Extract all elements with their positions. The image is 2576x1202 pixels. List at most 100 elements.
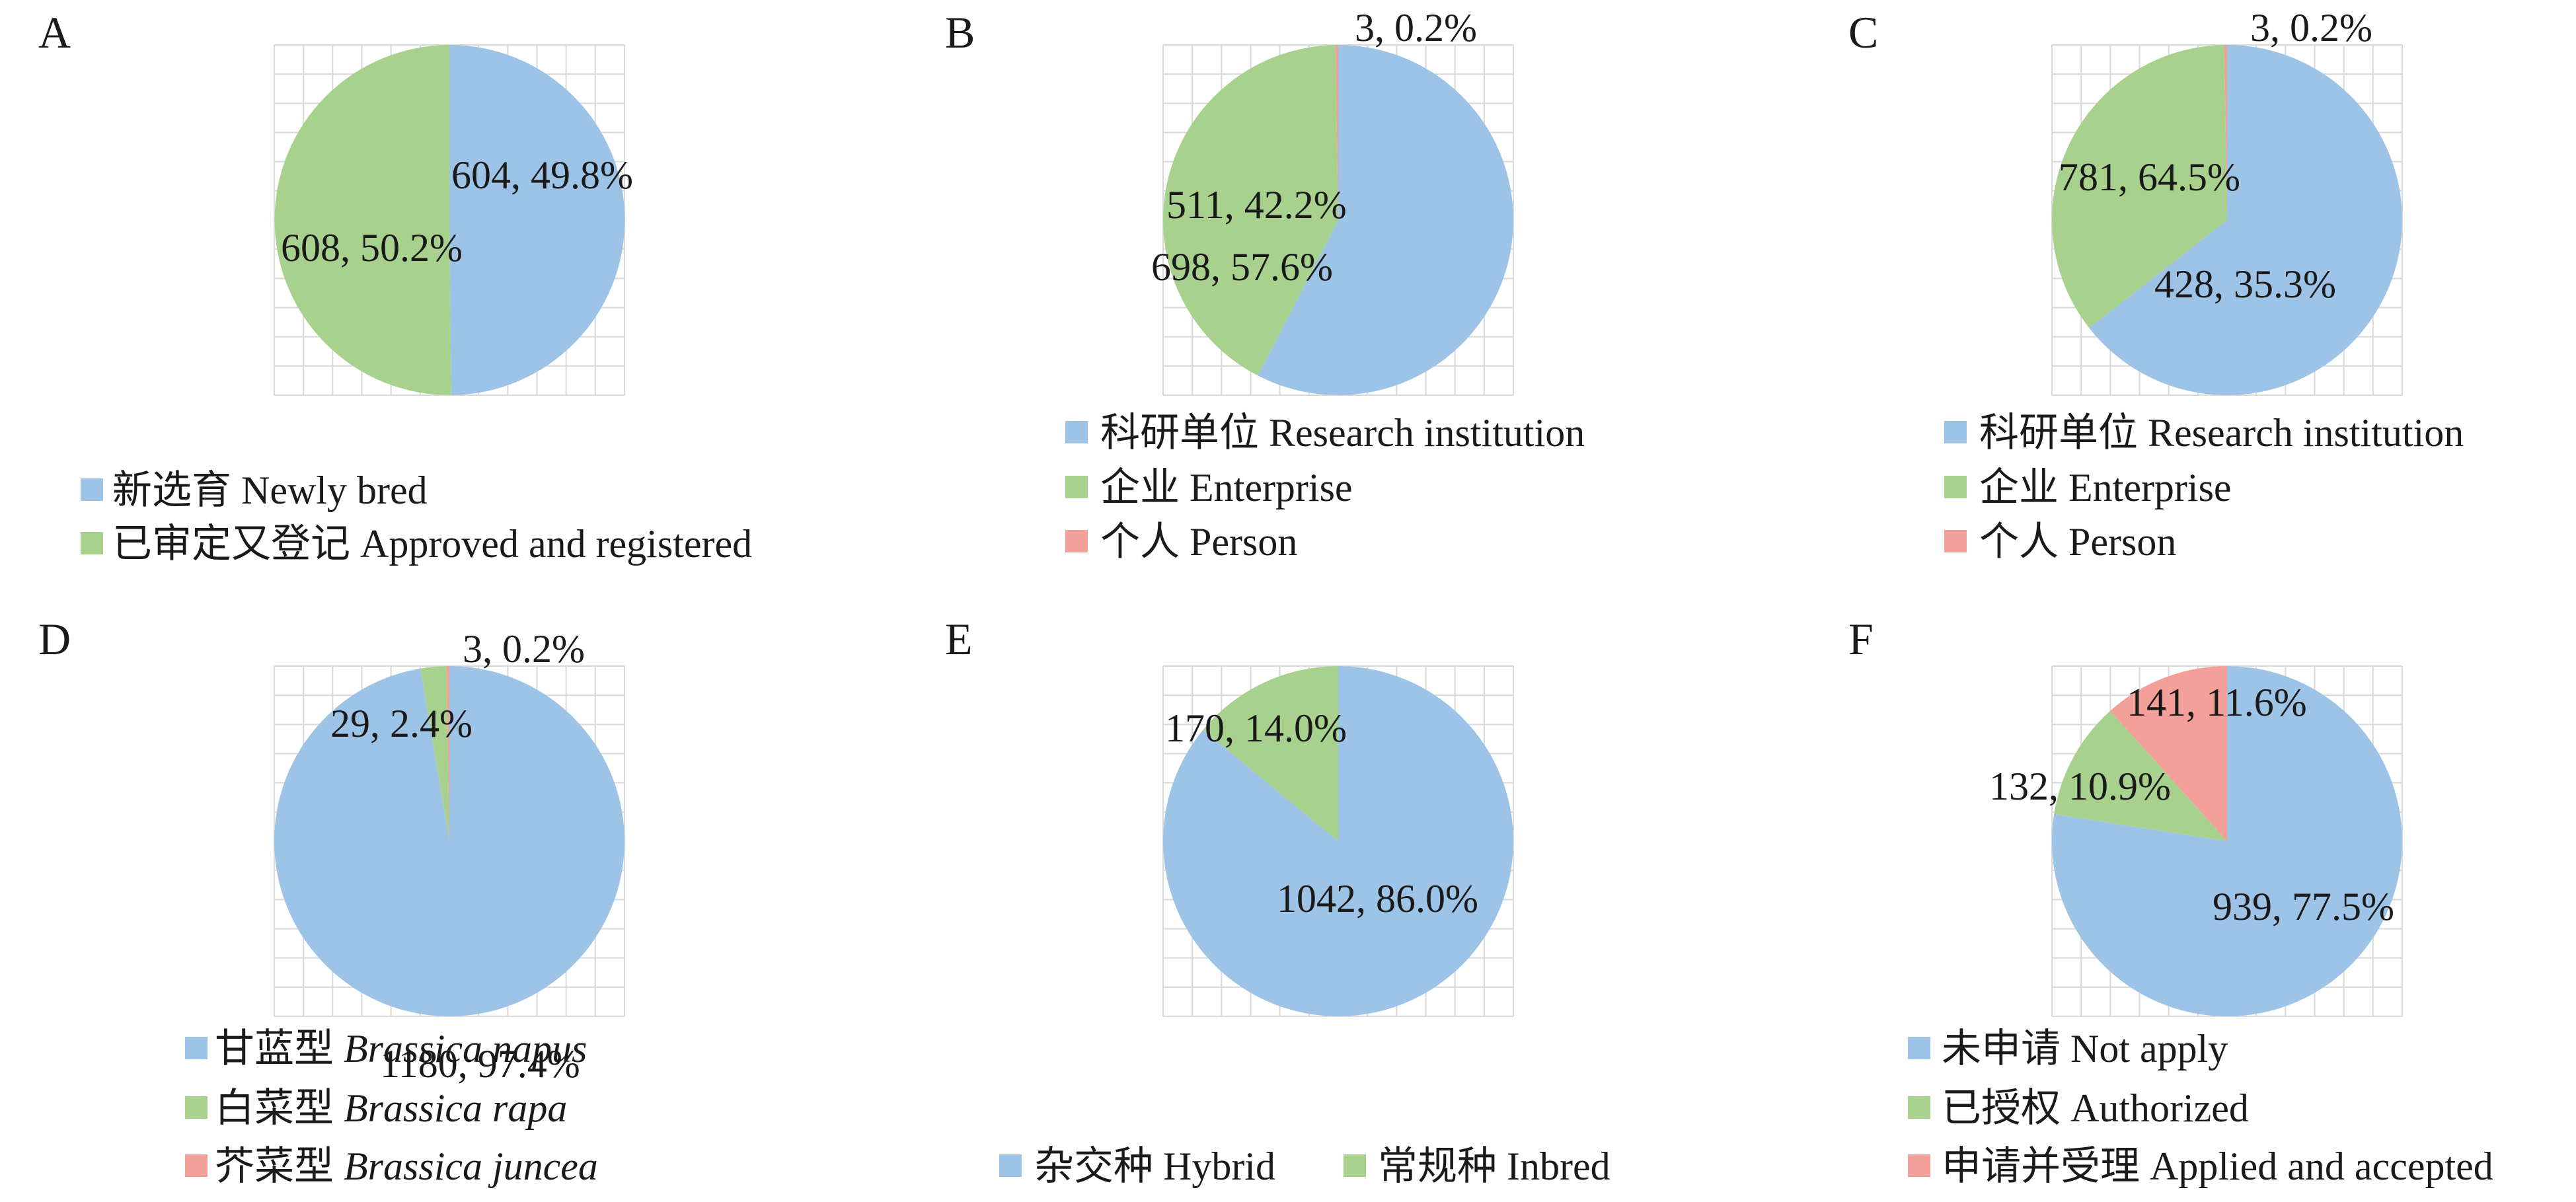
- legend-label: 个人 Person: [1979, 520, 2176, 564]
- legend-label-part: 常规种 Inbred: [1378, 1145, 1610, 1188]
- pie-slice: [2051, 45, 2227, 328]
- legend: 未申请 Not apply 已授权 Authorized 申请并受理 Applied…: [1908, 1027, 2493, 1188]
- pie-slice: [2054, 710, 2227, 841]
- data-label: 1180, 97.4%: [380, 1042, 580, 1086]
- panel-letter: E: [945, 614, 973, 664]
- legend-label: 已审定又登记 Approved and registered: [112, 522, 752, 566]
- legend-swatch: [1344, 1154, 1366, 1177]
- legend-swatch: [1065, 421, 1088, 443]
- pie-slice: [2224, 44, 2227, 220]
- legend-swatch: [185, 1096, 208, 1119]
- data-label: 29, 2.4%: [330, 702, 473, 745]
- pie-panel-d: D 1180, 97.4% 29, 2.4% 3, 0.2% 甘蓝型 Brassica …: [38, 614, 625, 1188]
- legend-label: 新选育 Newly bred: [112, 469, 428, 512]
- pie-slice: [1203, 666, 1338, 841]
- data-label: 170, 14.0%: [1165, 706, 1347, 750]
- legend-swatch: [1944, 476, 1967, 498]
- legend-label-part: 个人 Person: [1100, 520, 1297, 564]
- legend-label-part: 未申请 Not apply: [1942, 1027, 2228, 1071]
- legend-label: 企业 Enterprise: [1100, 466, 1353, 509]
- legend-label: 常规种 Inbred: [1378, 1145, 1610, 1188]
- legend-label-part: 已授权 Authorized: [1942, 1086, 2249, 1130]
- legend-swatch: [999, 1154, 1022, 1177]
- data-label: 608, 50.2%: [281, 226, 463, 270]
- legend-swatch: [1908, 1096, 1930, 1119]
- data-label: 3, 0.2%: [463, 627, 585, 671]
- legend-label-part: 甘蓝型: [215, 1027, 344, 1071]
- data-label: 428, 35.3%: [2154, 262, 2336, 306]
- legend-label: 芥菜型 Brassica juncea: [215, 1145, 598, 1188]
- legend-label: 企业 Enterprise: [1979, 466, 2232, 509]
- data-label: 3, 0.2%: [2250, 6, 2372, 50]
- pie-slice: [420, 666, 449, 841]
- pie-slice: [2052, 666, 2403, 1017]
- legend-swatch: [1065, 530, 1088, 552]
- legend-label-part: 新选育 Newly bred: [112, 469, 428, 512]
- legend-swatch: [1944, 530, 1967, 552]
- legend-label-part: 白菜型: [215, 1086, 344, 1130]
- pie-panel-e: E 1042, 86.0% 170, 14.0% 杂交种 Hybrid 常规种 Inbr…: [945, 614, 1610, 1188]
- pie-slice: [446, 665, 449, 841]
- legend-label-part: Brassica rapa: [344, 1086, 567, 1130]
- legend-label: 个人 Person: [1100, 520, 1297, 564]
- pie-slice: [449, 44, 625, 395]
- panel-letter: A: [38, 7, 71, 57]
- data-label: 511, 42.2%: [1166, 183, 1347, 227]
- legend: 杂交种 Hybrid 常规种 Inbred: [999, 1145, 1610, 1188]
- pie-panel-b: B 698, 57.6% 511, 42.2% 3, 0.2% 科研单位 Researc…: [945, 6, 1585, 564]
- pie-panel-c: C 781, 64.5% 428, 35.3% 3, 0.2% 科研单位 Researc…: [1848, 6, 2464, 564]
- panel-letter: C: [1848, 7, 1878, 57]
- legend-label: 杂交种 Hybrid: [1034, 1145, 1275, 1188]
- pie-slice: [1162, 666, 1513, 1016]
- legend-label-part: Brassica napus: [344, 1027, 587, 1071]
- legend-label-part: 科研单位 Research institution: [1979, 411, 2464, 455]
- data-label: 132, 10.9%: [1989, 765, 2171, 808]
- legend-label: 科研单位 Research institution: [1979, 411, 2464, 455]
- legend-label-part: 企业 Enterprise: [1979, 466, 2232, 509]
- panel-letter: F: [1848, 614, 1874, 664]
- legend: 科研单位 Research institution 企业 Enterprise 个人…: [1944, 411, 2464, 564]
- legend-label-part: 科研单位 Research institution: [1100, 411, 1585, 455]
- pie-slice: [1162, 45, 1338, 376]
- legend-label: 甘蓝型 Brassica napus: [215, 1027, 587, 1071]
- legend-label-part: 企业 Enterprise: [1100, 466, 1353, 509]
- pie-slice: [1335, 44, 1338, 220]
- data-label: 1042, 86.0%: [1277, 877, 1478, 920]
- legend: 科研单位 Research institution 企业 Enterprise 个人…: [1065, 411, 1585, 564]
- legend-swatch: [1908, 1037, 1930, 1059]
- legend: 新选育 Newly bred 已审定又登记 Approved and regist…: [81, 469, 752, 566]
- legend-label: 已授权 Authorized: [1942, 1086, 2249, 1130]
- pie-slice: [274, 45, 451, 395]
- legend-swatch: [81, 532, 103, 554]
- legend-swatch: [1908, 1154, 1930, 1177]
- pie-panel-a: A 604, 49.8% 608, 50.2% 新选育 Newly bred 已审定又登…: [38, 7, 752, 566]
- data-label: 781, 64.5%: [2059, 155, 2240, 199]
- legend-swatch: [1065, 476, 1088, 498]
- data-label: 3, 0.2%: [1355, 6, 1477, 50]
- legend-label: 白菜型 Brassica rapa: [215, 1086, 567, 1130]
- pie-slice: [1258, 45, 1513, 395]
- legend-label: 科研单位 Research institution: [1100, 411, 1585, 455]
- legend-swatch: [1944, 421, 1967, 443]
- legend-label-part: 申请并受理 Applied and accepted: [1942, 1145, 2493, 1188]
- data-label: 604, 49.8%: [451, 153, 633, 197]
- legend-label-part: Brassica juncea: [344, 1145, 598, 1188]
- legend-label-part: 杂交种 Hybrid: [1034, 1145, 1275, 1188]
- legend-swatch: [185, 1154, 208, 1177]
- legend-label: 申请并受理 Applied and accepted: [1942, 1145, 2493, 1188]
- pie-slice: [2110, 666, 2227, 841]
- data-label: 698, 57.6%: [1151, 245, 1333, 289]
- pie-panel-f: F 939, 77.5% 132, 10.9% 141, 11.6% 未申请 Not a…: [1848, 614, 2493, 1188]
- legend-label-part: 已审定又登记 Approved and registered: [112, 522, 752, 566]
- legend-label-part: 芥菜型: [215, 1145, 344, 1188]
- data-label: 141, 11.6%: [2127, 681, 2307, 724]
- panel-letter: B: [945, 7, 975, 57]
- panel-letter: D: [38, 614, 71, 664]
- legend-label: 未申请 Not apply: [1942, 1027, 2228, 1071]
- pie-slice: [2089, 45, 2402, 395]
- data-label: 939, 77.5%: [2213, 885, 2394, 928]
- legend-label-part: 个人 Person: [1979, 520, 2176, 564]
- legend-swatch: [81, 478, 103, 501]
